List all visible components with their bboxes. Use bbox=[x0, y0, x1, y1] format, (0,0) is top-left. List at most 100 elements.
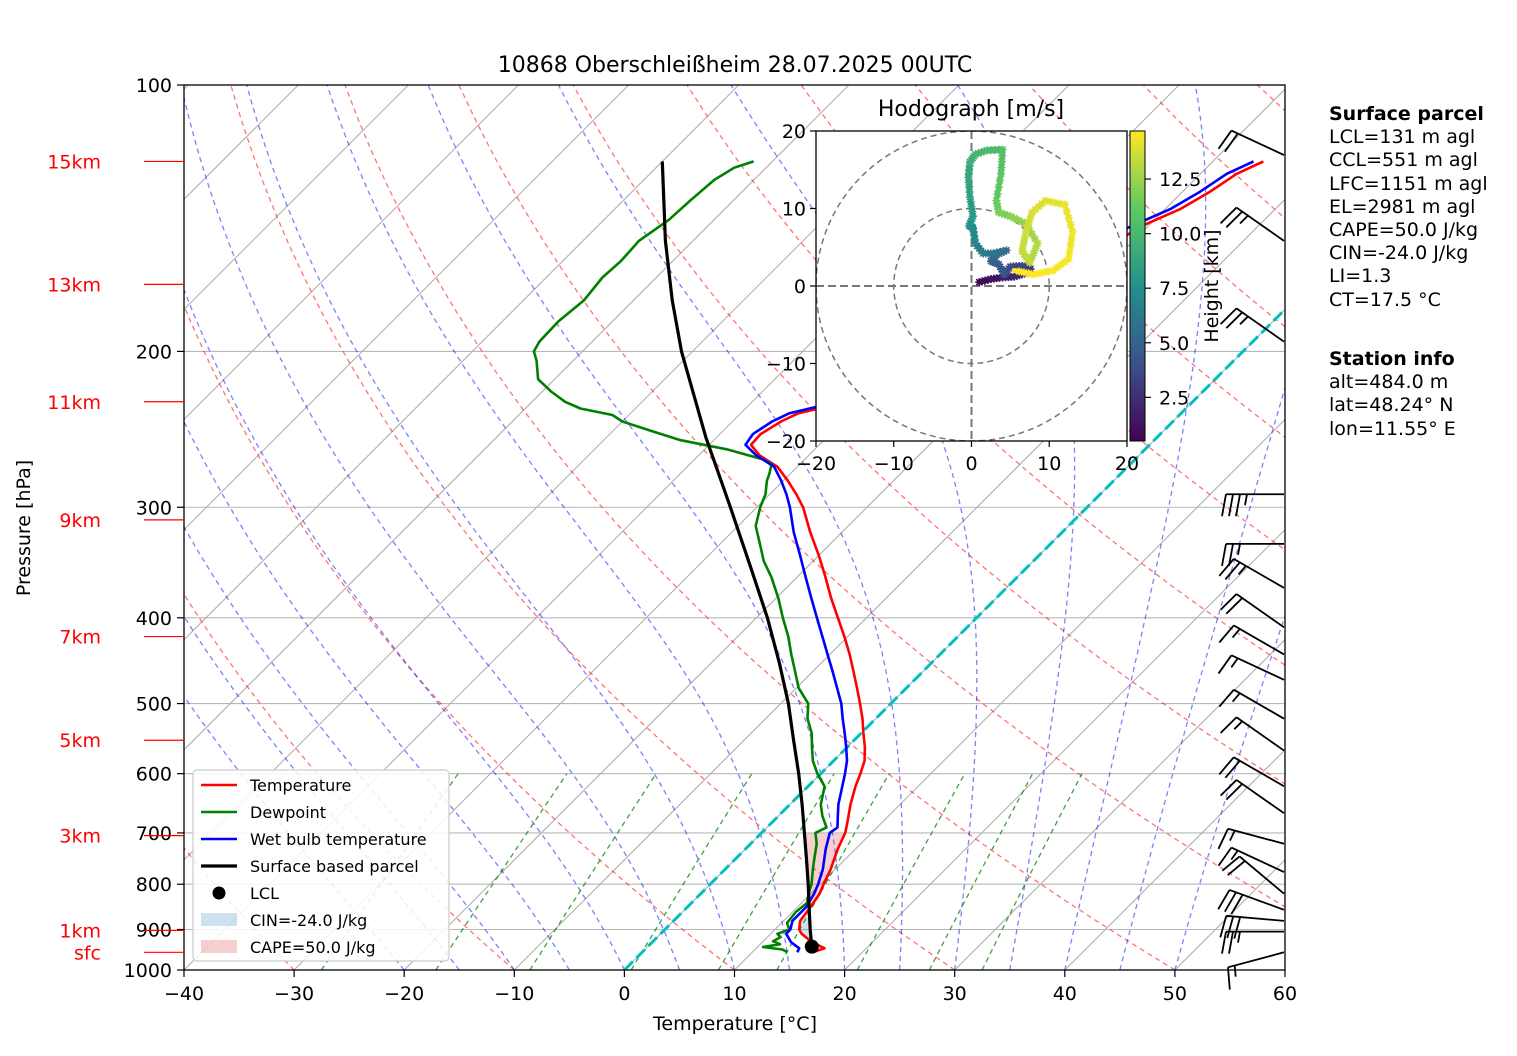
hodograph-point bbox=[1066, 220, 1075, 229]
mixing-ratio-line bbox=[928, 773, 1034, 970]
hodograph-point bbox=[1018, 247, 1027, 256]
y-tick-label: 600 bbox=[136, 764, 172, 786]
hodograph-x-label: −20 bbox=[796, 453, 836, 475]
altitude-value: alt=484.0 m bbox=[1329, 371, 1449, 394]
y-tick-label: 500 bbox=[136, 694, 172, 716]
legend-label: Temperature bbox=[249, 776, 351, 795]
x-tick-label: 60 bbox=[1273, 983, 1297, 1005]
x-tick-label: 30 bbox=[943, 983, 967, 1005]
legend-entry: Dewpoint bbox=[201, 803, 326, 822]
hodograph-point bbox=[1067, 234, 1076, 243]
hodograph-point bbox=[994, 183, 1003, 192]
dry-adiabat bbox=[458, 85, 1285, 908]
hodograph-inset: Hodograph [m/s] −20−20 −10 −10 0 0 10 10 20 20 2… bbox=[766, 97, 1223, 475]
hodograph-point bbox=[1065, 248, 1074, 257]
ccl-value: CCL=551 m agl bbox=[1329, 149, 1478, 172]
hodograph-ticks: −20−20 −10 −10 0 0 10 10 20 20 bbox=[766, 121, 1139, 475]
wind-barb bbox=[1217, 654, 1285, 681]
wind-barb bbox=[1218, 624, 1285, 656]
colorbar-tick-label: 2.5 bbox=[1159, 387, 1189, 409]
x-tick-label: 0 bbox=[618, 983, 630, 1005]
height-label: 13km bbox=[47, 274, 101, 296]
mixing-ratio-line bbox=[717, 773, 835, 970]
moist-adiabat bbox=[1064, 85, 1207, 970]
hodograph-point bbox=[993, 189, 1002, 198]
cin-value: CIN=-24.0 J/kg bbox=[1329, 242, 1469, 265]
x-tick-label: −40 bbox=[164, 983, 204, 1005]
dry-adiabat bbox=[344, 85, 1176, 970]
hodograph-point bbox=[1060, 200, 1069, 209]
isotherm-gridline bbox=[184, 85, 740, 641]
wind-barb bbox=[1217, 129, 1285, 156]
legend-label: CAPE=50.0 J/kg bbox=[250, 938, 376, 957]
legend-entry: LCL bbox=[212, 884, 279, 903]
wind-barb bbox=[1219, 593, 1285, 629]
isotherm-gridline bbox=[1064, 749, 1285, 970]
hodograph-point bbox=[1019, 268, 1028, 277]
wind-barb bbox=[1221, 930, 1284, 954]
wind-barb bbox=[1218, 756, 1285, 788]
moist-adiabat bbox=[246, 85, 736, 970]
el-value: EL=2981 m agl bbox=[1329, 195, 1476, 218]
x-tick-label: 50 bbox=[1163, 983, 1187, 1005]
lcl-value: LCL=131 m agl bbox=[1329, 126, 1476, 149]
height-label: 7km bbox=[59, 627, 101, 649]
hodograph-point bbox=[1066, 241, 1075, 250]
isotherm-gridline bbox=[844, 528, 1285, 970]
height-label: 5km bbox=[59, 730, 101, 752]
height-label: 9km bbox=[59, 510, 101, 532]
hodograph-y-label: 10 bbox=[782, 199, 806, 221]
legend-entry: Surface based parcel bbox=[201, 857, 419, 876]
dry-adiabat bbox=[184, 304, 735, 970]
y-tick-label: 400 bbox=[136, 608, 172, 630]
station-info-heading: Station info bbox=[1329, 348, 1455, 370]
isotherm-gridline bbox=[184, 85, 629, 531]
moist-adiabat bbox=[326, 85, 791, 970]
isotherm-gridline bbox=[513, 198, 1285, 970]
hodograph-point bbox=[1019, 242, 1028, 251]
cin-area bbox=[799, 916, 824, 951]
li-value: LI=1.3 bbox=[1329, 265, 1392, 288]
isotherm-gridline bbox=[184, 85, 519, 421]
colorbar bbox=[1129, 130, 1146, 442]
legend-label: Dewpoint bbox=[250, 803, 326, 822]
wind-barb bbox=[1219, 716, 1285, 752]
x-tick-label: −20 bbox=[384, 983, 424, 1005]
legend-box bbox=[192, 769, 450, 962]
latitude-value: lat=48.24° N bbox=[1329, 394, 1454, 417]
wind-barb bbox=[1218, 558, 1285, 589]
wind-barb bbox=[1221, 542, 1284, 567]
colorbar-tick-label: 5.0 bbox=[1159, 333, 1189, 355]
hodograph-x-label: 20 bbox=[1115, 453, 1139, 475]
legend-label: Surface based parcel bbox=[250, 857, 419, 876]
hodograph-point bbox=[1068, 227, 1077, 236]
wind-barb bbox=[1217, 846, 1285, 873]
x-tick-label: 40 bbox=[1053, 983, 1077, 1005]
hodograph-point bbox=[1024, 269, 1033, 278]
x-axis-ticks: −40 −30 −20 −10 0 10 20 30 40 50 60 bbox=[164, 970, 1297, 1005]
isotherm-gridline bbox=[734, 418, 1285, 970]
wind-barb bbox=[1221, 855, 1285, 895]
hodograph-x-label: 10 bbox=[1037, 453, 1061, 475]
wind-barb bbox=[1219, 206, 1285, 242]
station-info-panel: Station info alt=484.0 m lat=48.24° N lo… bbox=[1329, 348, 1456, 441]
longitude-value: lon=11.55° E bbox=[1329, 417, 1456, 440]
isotherm-gridline bbox=[184, 85, 409, 311]
lcl-marker bbox=[804, 939, 819, 954]
hodograph-point bbox=[1064, 214, 1073, 223]
hodograph-y-label: 20 bbox=[782, 121, 806, 143]
y-tick-label: 100 bbox=[136, 75, 172, 97]
colorbar-tick-label: 12.5 bbox=[1159, 169, 1201, 191]
height-label: 15km bbox=[47, 151, 101, 173]
y-tick-label: 300 bbox=[136, 497, 172, 519]
wind-barb bbox=[1219, 914, 1285, 939]
dry-adiabat bbox=[230, 85, 956, 970]
wind-barb bbox=[1219, 779, 1285, 814]
mixing-ratio-line bbox=[435, 773, 568, 970]
hodograph-point bbox=[997, 163, 1006, 172]
hodograph-y-label: −20 bbox=[766, 431, 806, 453]
moist-adiabat bbox=[1174, 614, 1285, 970]
colorbar-ticks: 2.5 5.0 7.5 10.0 12.5 bbox=[1145, 169, 1201, 409]
